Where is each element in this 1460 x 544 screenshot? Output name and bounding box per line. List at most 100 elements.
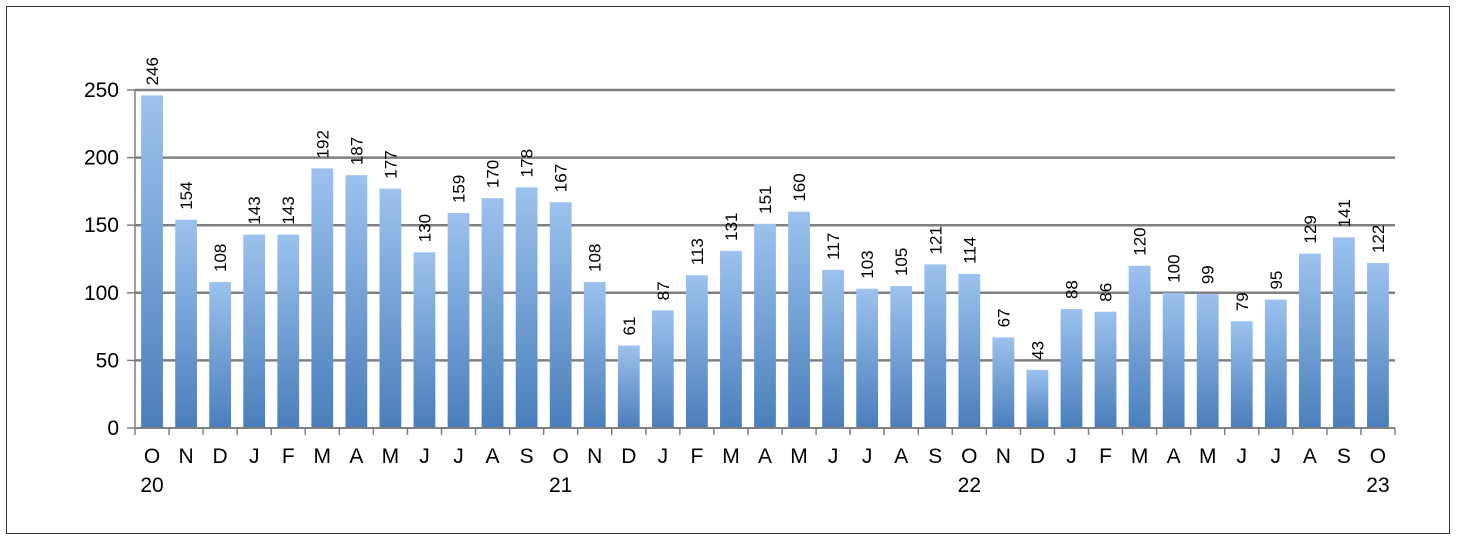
x-tick-label: M bbox=[722, 445, 740, 468]
data-label: 87 bbox=[654, 281, 673, 300]
bar bbox=[1026, 369, 1049, 428]
bar bbox=[583, 281, 606, 428]
x-tick-label: J bbox=[1066, 445, 1077, 468]
data-label: 103 bbox=[858, 250, 877, 278]
x-tick-label: D bbox=[213, 445, 228, 468]
bar bbox=[243, 234, 266, 428]
bar bbox=[379, 188, 402, 428]
bar bbox=[754, 223, 776, 428]
x-tick-label: O bbox=[553, 445, 569, 468]
data-label: 117 bbox=[824, 233, 843, 260]
bar bbox=[890, 286, 913, 428]
x-tick-label: N bbox=[996, 445, 1011, 468]
x-tick-label: S bbox=[928, 445, 942, 468]
y-tick-label: 200 bbox=[84, 147, 119, 170]
data-label: 88 bbox=[1062, 280, 1081, 299]
x-tick-label: J bbox=[658, 445, 669, 468]
data-label: 131 bbox=[722, 213, 741, 241]
bar bbox=[1367, 263, 1389, 428]
bar bbox=[617, 345, 640, 428]
bars bbox=[141, 95, 1389, 429]
data-label: 121 bbox=[926, 226, 945, 254]
data-label: 177 bbox=[381, 150, 400, 178]
x-tick-label: J bbox=[1237, 445, 1248, 468]
data-label: 159 bbox=[450, 175, 469, 203]
y-tick-label: 100 bbox=[84, 282, 119, 305]
bar bbox=[1298, 253, 1321, 428]
data-label: 192 bbox=[313, 130, 332, 158]
data-label: 122 bbox=[1369, 225, 1388, 253]
bar bbox=[311, 168, 334, 428]
bar bbox=[1264, 299, 1287, 428]
bar bbox=[141, 95, 163, 429]
x-tick-label: J bbox=[419, 445, 430, 468]
data-label: 120 bbox=[1131, 227, 1150, 255]
data-label: 154 bbox=[177, 181, 196, 209]
data-label: 99 bbox=[1199, 265, 1218, 284]
bar bbox=[651, 310, 674, 428]
data-label: 113 bbox=[688, 238, 707, 265]
bar bbox=[822, 269, 845, 428]
bar bbox=[685, 275, 708, 428]
data-label: 170 bbox=[484, 160, 503, 188]
bar bbox=[1094, 311, 1117, 428]
data-label: 100 bbox=[1165, 254, 1184, 282]
bar bbox=[1128, 265, 1151, 428]
bar bbox=[992, 337, 1015, 428]
data-label: 143 bbox=[245, 196, 264, 224]
x-tick-label: J bbox=[1271, 445, 1282, 468]
bar bbox=[1230, 321, 1253, 428]
x-tick-label: O bbox=[961, 445, 977, 468]
bar bbox=[515, 187, 538, 428]
bar bbox=[481, 198, 504, 428]
y-tick-label: 150 bbox=[84, 214, 119, 237]
x-tick-label: M bbox=[1131, 445, 1149, 468]
year-label: 21 bbox=[549, 474, 572, 497]
labels: 246 154 108 143 143 192 187 177 130 159 170 178 167 1… bbox=[143, 57, 1388, 360]
bar bbox=[1162, 292, 1185, 428]
data-label: 187 bbox=[347, 137, 366, 165]
data-label: 105 bbox=[892, 248, 911, 276]
bar bbox=[958, 273, 981, 428]
x-tick-label: A bbox=[486, 445, 500, 468]
x-tick-label: O bbox=[144, 445, 160, 468]
data-label: 79 bbox=[1233, 292, 1252, 311]
data-label: 130 bbox=[415, 214, 434, 242]
x-tick-label: J bbox=[249, 445, 260, 468]
y-tick-label: 250 bbox=[84, 79, 119, 102]
x-tick-label: F bbox=[690, 445, 703, 468]
data-label: 95 bbox=[1267, 271, 1286, 290]
x-tick-label: J bbox=[862, 445, 873, 468]
data-label: 151 bbox=[756, 185, 775, 213]
x-tick-label: M bbox=[1199, 445, 1217, 468]
data-label: 61 bbox=[620, 317, 639, 336]
bar bbox=[788, 211, 810, 428]
bar bbox=[345, 175, 368, 428]
year-label: 20 bbox=[140, 474, 163, 497]
x-tick-label: A bbox=[1303, 445, 1317, 468]
data-label: 141 bbox=[1335, 199, 1354, 227]
data-label: 67 bbox=[994, 308, 1013, 327]
year-label: 23 bbox=[1366, 474, 1389, 497]
x-tick-label: S bbox=[1337, 445, 1351, 468]
x-tick-label: A bbox=[349, 445, 363, 468]
y-tick-label: 50 bbox=[96, 349, 119, 372]
data-label: 143 bbox=[279, 196, 298, 224]
data-label: 246 bbox=[143, 57, 162, 85]
x-tick-label: F bbox=[282, 445, 295, 468]
x-tick-label: A bbox=[758, 445, 772, 468]
x-tick-label: J bbox=[828, 445, 839, 468]
data-label: 129 bbox=[1301, 215, 1320, 243]
x-tick-label: M bbox=[790, 445, 808, 468]
data-label: 108 bbox=[211, 244, 230, 272]
data-label: 167 bbox=[552, 164, 571, 192]
x-tick-label: D bbox=[621, 445, 636, 468]
bar bbox=[175, 219, 197, 428]
x-tick-label: O bbox=[1370, 445, 1386, 468]
x-tick-label: S bbox=[520, 445, 534, 468]
bar bbox=[1196, 294, 1219, 428]
data-label: 86 bbox=[1097, 283, 1116, 302]
bar bbox=[1060, 309, 1083, 428]
